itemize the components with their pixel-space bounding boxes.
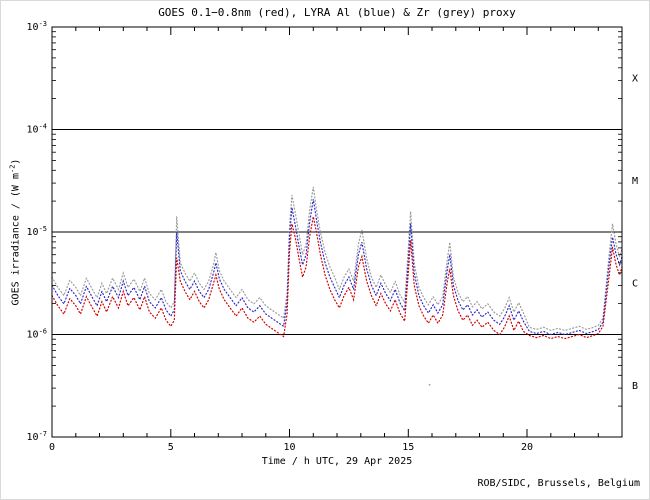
x-tick-label: 15 [402,442,414,453]
x-tick-label: 0 [49,442,55,453]
y-tick-label: 10-3 [27,20,47,33]
x-axis-label: Time / h UTC, 29 Apr 2025 [261,456,413,467]
y-tick-label: 10-7 [27,430,47,443]
x-tick-label: 10 [283,442,295,453]
credit-text: ROB/SIDC, Brussels, Belgium [477,478,640,489]
y-tick-label: 10-6 [27,328,47,341]
flare-class-label-B: B [632,381,638,392]
y-axis-label-exponent: -2 [8,164,17,174]
outlier-point [428,383,431,386]
chart-title: GOES 0.1−0.8nm (red), LYRA Al (blue) & Z… [158,6,516,19]
y-axis-label: GOES irradiance / (W m-2) [8,158,22,306]
x-tick-label: 5 [168,442,174,453]
flare-class-label-X: X [632,73,638,84]
flare-class-label-M: M [632,176,638,187]
x-tick-label: 20 [521,442,533,453]
series-goes [51,216,623,340]
flare-class-label-C: C [632,278,638,289]
series-lyra-zr [51,186,623,332]
series-lyra-al [51,199,623,336]
y-tick-label: 10-5 [27,225,47,238]
y-tick-label: 10-4 [27,123,47,136]
